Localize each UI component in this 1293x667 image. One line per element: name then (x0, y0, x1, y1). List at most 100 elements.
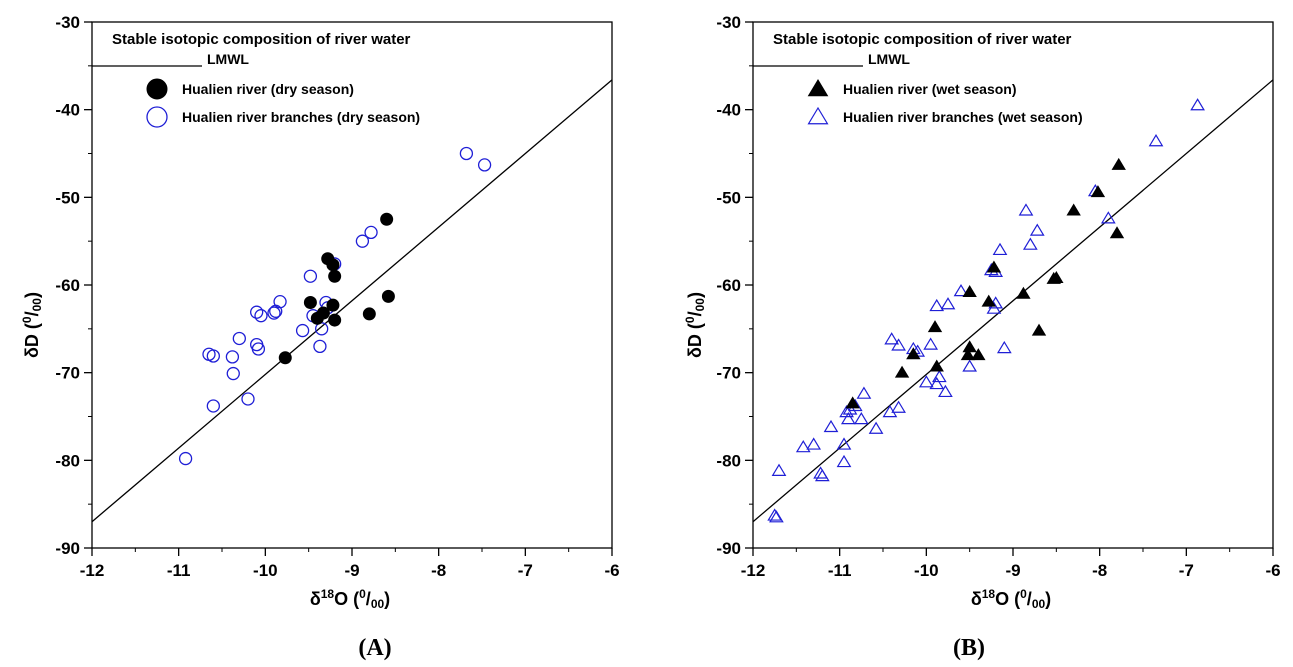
x-title-permil-num: 0 (359, 587, 366, 601)
data-point (303, 269, 318, 283)
y-title-permil-den: 00 (30, 298, 44, 312)
x-title-permil-slash: / (366, 589, 371, 609)
data-point (1090, 185, 1106, 198)
x-tick-label: -8 (431, 561, 446, 580)
data-point (459, 146, 474, 161)
y-title-d: δD ( (685, 323, 705, 358)
data-point (1109, 226, 1125, 239)
data-point (295, 323, 310, 338)
data-point (771, 463, 787, 476)
legend-marker-1 (146, 106, 168, 128)
data-point (929, 359, 944, 372)
data-point (971, 348, 986, 361)
x-tick-label: -12 (80, 561, 105, 580)
x-tick-label: -11 (167, 561, 191, 580)
data-point (962, 359, 978, 372)
data-point (814, 468, 830, 482)
data-point (254, 309, 268, 323)
x-title-sup: 18 (321, 587, 335, 601)
data-point (328, 313, 342, 327)
data-point (795, 440, 811, 453)
x-tick-label: -6 (1265, 561, 1280, 580)
legend-marker-1 (807, 106, 829, 125)
panel-label: (B) (953, 635, 985, 661)
data-point (232, 331, 246, 346)
data-point (241, 392, 255, 406)
x-tick-label: -6 (604, 561, 619, 580)
data-point (960, 348, 976, 361)
chart-panel-a: -12 -11 -10 -9 -8 -7 -6 -90 -80 -70 -60 -50 -40 -30 δ1… (0, 0, 640, 667)
series-river (278, 212, 395, 365)
data-point (806, 437, 822, 450)
data-point (931, 369, 947, 383)
y-title-permil-num: 0 (683, 316, 697, 323)
data-point (940, 297, 956, 310)
data-point (225, 350, 240, 364)
data-point (938, 384, 953, 398)
data-point (992, 242, 1008, 256)
data-point (269, 304, 283, 318)
y-tick-label: -80 (716, 451, 741, 470)
data-point (310, 311, 324, 325)
legend-marker-0 (146, 78, 168, 100)
x-axis-title: δ18O (0/00) (971, 587, 1051, 611)
y-title-permil-den: 00 (693, 298, 707, 312)
x-axis-title: δ18O (0/00) (310, 587, 390, 611)
legend-label-0: Hualien river (wet season) (843, 81, 1017, 97)
x-title-permil-den: 00 (1032, 597, 1046, 611)
data-point (845, 396, 860, 409)
data-point (884, 332, 900, 345)
data-point (1066, 203, 1081, 216)
data-point (1100, 211, 1116, 224)
data-point (250, 305, 264, 319)
data-point (962, 285, 977, 298)
data-point (1018, 203, 1034, 216)
y-title-permil-slash: / (22, 311, 42, 316)
data-point (929, 376, 945, 390)
y-title-d: δD ( (22, 323, 42, 358)
data-point (267, 306, 281, 320)
y-tick-label: -60 (716, 276, 741, 295)
chart-b-svg: -12 -11 -10 -9 -8 -7 -6 -90 -80 -70 -60 -50 -40 -30 δ1… (683, 13, 1281, 661)
y-tick-label: -30 (55, 13, 80, 32)
y-tick-label: -70 (55, 364, 80, 383)
legend-label-1: Hualien river branches (wet season) (843, 109, 1083, 125)
y-title-close: ) (685, 292, 705, 298)
legend-title: Stable isotopic composition of river wat… (112, 31, 411, 48)
x-tick-label: -10 (253, 561, 278, 580)
panel-label: (A) (358, 635, 391, 661)
data-point (894, 365, 910, 378)
data-point (313, 339, 327, 354)
y-tick-label: -40 (55, 101, 80, 120)
data-point (868, 421, 884, 434)
data-point (823, 419, 839, 433)
legend-lmwl-label: LMWL (207, 51, 249, 67)
data-point (326, 298, 340, 312)
data-point (986, 260, 1002, 273)
x-title-close: ) (1045, 589, 1051, 609)
chart-panel-b: -12 -11 -10 -9 -8 -7 -6 -90 -80 -70 -60 -50 -40 -30 δ1… (656, 0, 1293, 667)
data-point (929, 298, 945, 312)
data-point (303, 296, 317, 310)
data-point (380, 212, 394, 226)
plot-frame (91, 21, 613, 549)
y-axis-title: δD (0/00) (20, 292, 44, 358)
x-title-o: O ( (995, 589, 1020, 609)
data-point (927, 320, 943, 333)
data-point (362, 307, 376, 321)
data-point (1148, 134, 1164, 147)
y-tick-label: -50 (716, 188, 741, 207)
x-title-delta: δ (310, 589, 321, 609)
data-point (1190, 98, 1205, 111)
x-title-delta: δ (971, 589, 982, 609)
plot-frame (752, 21, 1274, 549)
x-title-permil-den: 00 (371, 597, 385, 611)
data-point (923, 337, 939, 350)
data-point (962, 340, 977, 353)
data-point (1016, 286, 1031, 299)
data-point (1031, 323, 1047, 336)
x-tick-label: -7 (518, 561, 533, 580)
x-tick-label: -9 (344, 561, 359, 580)
lmwl-line (753, 79, 1273, 523)
y-tick-label: -40 (716, 101, 741, 120)
